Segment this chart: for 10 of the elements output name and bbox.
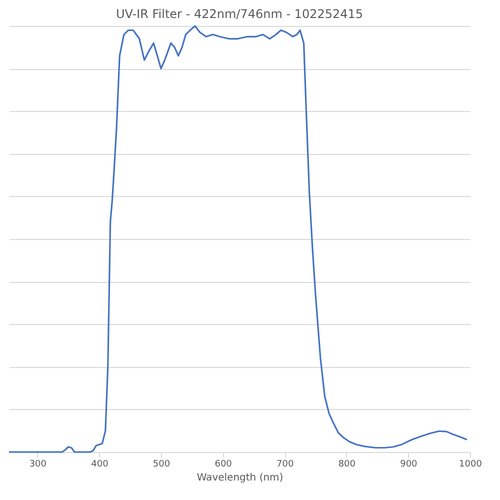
x-tick-label: 700 <box>276 460 294 470</box>
x-tick-label: 600 <box>214 460 232 470</box>
x-tick-label: 900 <box>400 460 418 470</box>
x-tick-label: 500 <box>152 460 170 470</box>
x-tick-label: 400 <box>91 460 109 470</box>
x-axis-title: Wavelength (nm) <box>196 472 284 484</box>
x-tick-label: 800 <box>338 460 356 470</box>
chart-title: UV-IR Filter - 422nm/746nm - 102252415 <box>116 7 364 22</box>
x-tick-label: 300 <box>29 460 47 470</box>
x-tick-label: 1000 <box>459 460 482 470</box>
